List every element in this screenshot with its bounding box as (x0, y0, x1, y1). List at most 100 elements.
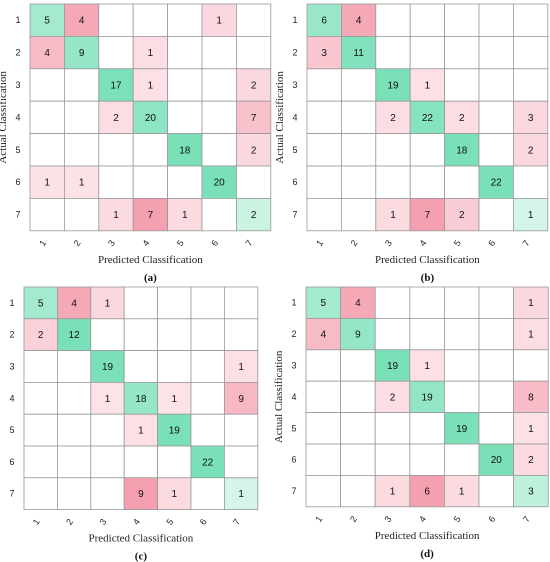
y-tick-label: 2 (15, 48, 20, 58)
matrix-cell (123, 477, 158, 510)
matrix-cell (444, 68, 480, 102)
x-tick-label: 4 (417, 238, 428, 248)
y-tick-label: 4 (9, 393, 14, 403)
cell-value: 11 (353, 48, 364, 59)
matrix-cell (29, 68, 65, 102)
cell-value: 22 (422, 113, 434, 124)
matrix-cell (375, 3, 411, 37)
cell-value: 8 (528, 392, 534, 403)
cell-value: 18 (456, 145, 468, 156)
matrix-cell (375, 36, 411, 70)
matrix-cell (478, 317, 514, 351)
matrix-cell (157, 286, 192, 320)
matrix-cell (375, 100, 411, 134)
matrix-cell (57, 477, 92, 510)
matrix-cell (23, 381, 58, 415)
matrix-cell (201, 165, 237, 199)
y-tick-label: 3 (9, 362, 14, 372)
matrix-cell (223, 350, 259, 383)
y-tick-label: 5 (291, 423, 296, 433)
matrix-cell (340, 3, 377, 37)
x-axis-label: Predicted Classification (89, 533, 194, 545)
cell-value: 3 (528, 487, 534, 498)
matrix-cell (513, 165, 549, 199)
matrix-cell (409, 443, 445, 476)
matrix-cell (444, 197, 480, 232)
matrix-cell (157, 350, 192, 383)
matrix-cell (340, 133, 377, 167)
matrix-cell (443, 380, 480, 414)
matrix-cell (157, 318, 192, 351)
x-tick-label: 6 (486, 514, 497, 524)
cell-value: 9 (79, 48, 85, 59)
cell-value: 5 (38, 298, 44, 309)
x-tick-label: 3 (98, 517, 109, 527)
matrix-cell (305, 286, 341, 319)
x-tick-label: 1 (313, 514, 324, 524)
matrix-cell (235, 165, 272, 199)
panel-caption: (d) (420, 548, 434, 560)
matrix-cell (409, 197, 446, 232)
cell-value: 1 (148, 48, 154, 59)
matrix-cell (98, 165, 134, 199)
x-tick-label: 2 (72, 238, 83, 248)
cell-value: 19 (102, 362, 114, 373)
matrix-cell (374, 443, 411, 476)
cell-value: 20 (145, 113, 157, 124)
matrix-cell (190, 350, 225, 383)
cell-value: 1 (459, 487, 465, 498)
matrix-cell (190, 477, 225, 510)
x-tick-label: 6 (209, 238, 220, 248)
cell-value: 2 (390, 392, 396, 403)
cell-value: 2 (459, 210, 465, 221)
matrix-cell (409, 286, 445, 319)
cell-value: 1 (172, 489, 178, 500)
cell-value: 17 (110, 81, 122, 92)
cell-value: 1 (216, 16, 222, 27)
cell-value: 1 (182, 210, 188, 221)
cell-value: 1 (172, 394, 178, 405)
y-axis-label: Actual Classification (274, 71, 286, 164)
cell-value: 4 (71, 298, 77, 309)
matrix-cell (23, 350, 58, 383)
y-tick-label: 5 (9, 425, 14, 435)
y-tick-label: 4 (292, 112, 297, 122)
y-tick-label: 1 (292, 15, 297, 25)
y-tick-label: 6 (15, 177, 20, 187)
matrix-cell (132, 197, 168, 232)
cell-value: 2 (251, 145, 257, 156)
y-tick-label: 5 (292, 145, 297, 155)
cell-value: 1 (79, 178, 85, 189)
matrix-cell (478, 380, 514, 414)
matrix-cell (157, 477, 192, 510)
cell-value: 4 (355, 298, 361, 309)
matrix-cell (123, 445, 158, 479)
x-tick-label: 3 (106, 238, 117, 248)
matrix-cell (443, 317, 480, 351)
matrix-cell (375, 133, 411, 167)
y-tick-label: 4 (15, 112, 20, 122)
cell-value: 2 (38, 330, 44, 341)
matrix-cell (132, 3, 168, 37)
y-tick-label: 1 (15, 15, 20, 25)
matrix-cell (409, 317, 445, 351)
matrix-cell (64, 165, 100, 199)
matrix-cell (23, 318, 58, 351)
cell-value: 5 (321, 298, 327, 309)
matrix-cell (123, 286, 158, 320)
cell-value: 9 (238, 394, 244, 405)
matrix-cell (478, 100, 514, 134)
matrix-cell (340, 197, 377, 232)
confusion-matrix-d: 5 4 1 4 9 1 19 1 2 19 8 19 1 20 2 1 6 1 3 1 2 3 4 5 6 7 1 2 3 4 5 6 7 Pre… (273, 286, 549, 560)
matrix-cell (306, 133, 342, 167)
x-tick-label: 3 (383, 514, 394, 524)
matrix-cell (443, 474, 480, 508)
y-axis-label: Actual Classification (0, 71, 9, 164)
matrix-cell (167, 165, 203, 199)
matrix-cell (23, 477, 58, 510)
matrix-cell (305, 443, 341, 476)
y-tick-label: 1 (291, 298, 296, 308)
matrix-cell (306, 3, 342, 37)
cell-value: 2 (528, 455, 534, 466)
matrix-cell (132, 68, 168, 102)
